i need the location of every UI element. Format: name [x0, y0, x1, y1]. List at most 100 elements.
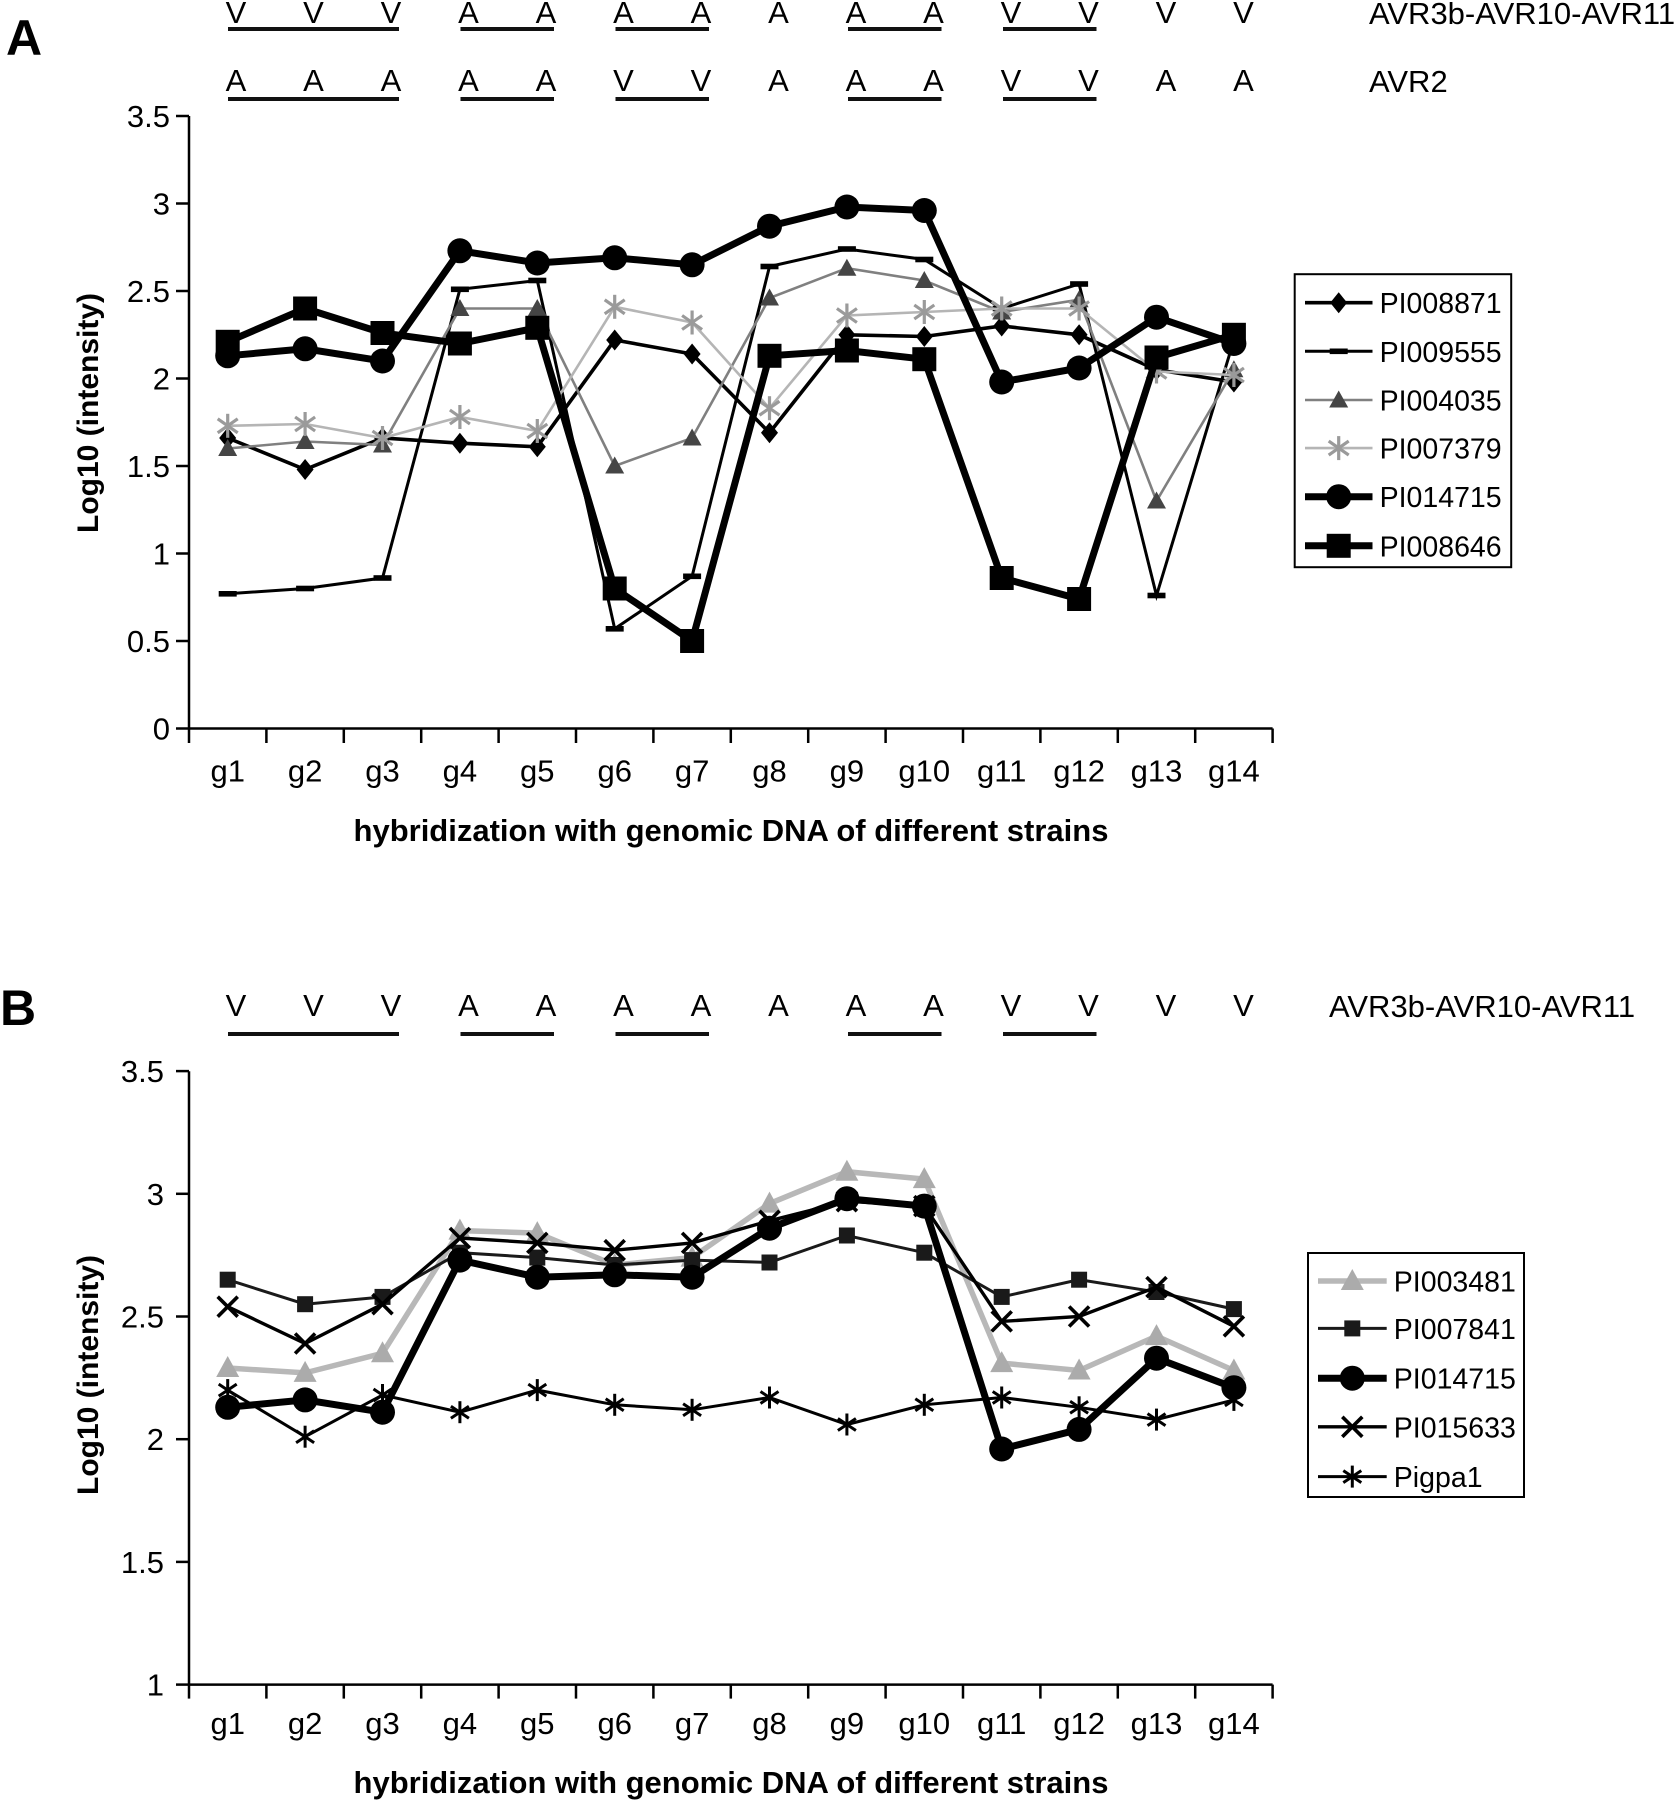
svg-text:V: V: [303, 988, 324, 1023]
svg-text:hybridization with genomic DNA: hybridization with genomic DNA of differ…: [354, 813, 1109, 848]
svg-text:AVR2: AVR2: [1369, 64, 1448, 99]
svg-text:A: A: [536, 63, 557, 98]
svg-text:A: A: [923, 988, 944, 1023]
svg-text:V: V: [1233, 988, 1254, 1023]
svg-text:2: 2: [147, 1422, 164, 1457]
svg-text:PI008646: PI008646: [1380, 531, 1502, 563]
svg-text:PI009555: PI009555: [1380, 337, 1502, 369]
svg-text:A: A: [923, 0, 944, 30]
svg-text:1.5: 1.5: [127, 449, 170, 484]
svg-text:A: A: [458, 988, 479, 1023]
svg-text:Log10 (intensity): Log10 (intensity): [72, 1255, 105, 1495]
svg-text:Log10 (intensity): Log10 (intensity): [72, 293, 105, 533]
svg-text:g6: g6: [597, 1706, 631, 1741]
svg-text:1.5: 1.5: [121, 1545, 164, 1580]
svg-text:3: 3: [147, 1177, 164, 1212]
svg-text:A: A: [613, 988, 634, 1023]
svg-text:2.5: 2.5: [127, 274, 170, 309]
svg-text:A: A: [846, 0, 867, 30]
svg-text:g2: g2: [288, 754, 322, 789]
svg-text:B: B: [0, 980, 36, 1036]
svg-text:A: A: [846, 988, 867, 1023]
svg-text:A: A: [691, 0, 712, 30]
svg-text:g5: g5: [520, 754, 554, 789]
svg-text:PI004035: PI004035: [1380, 386, 1502, 418]
svg-text:g5: g5: [520, 1706, 554, 1741]
svg-text:g2: g2: [288, 1706, 322, 1741]
svg-text:V: V: [1078, 63, 1099, 98]
svg-text:1: 1: [147, 1668, 164, 1703]
svg-text:V: V: [1156, 0, 1177, 30]
svg-text:V: V: [613, 63, 634, 98]
svg-text:3: 3: [153, 187, 170, 222]
svg-text:V: V: [1233, 0, 1254, 30]
svg-text:V: V: [691, 63, 712, 98]
svg-text:3.5: 3.5: [121, 1054, 164, 1089]
svg-text:V: V: [1156, 988, 1177, 1023]
svg-text:PI007841: PI007841: [1394, 1314, 1516, 1346]
svg-text:g14: g14: [1208, 1706, 1260, 1741]
svg-text:PI007379: PI007379: [1380, 434, 1502, 466]
svg-text:A: A: [6, 10, 42, 66]
svg-text:g10: g10: [898, 754, 950, 789]
svg-text:g3: g3: [365, 1706, 399, 1741]
svg-text:g11: g11: [977, 1706, 1026, 1741]
svg-text:g12: g12: [1053, 1706, 1105, 1741]
svg-text:3.5: 3.5: [127, 99, 170, 134]
svg-text:A: A: [536, 988, 557, 1023]
svg-text:Pigpa1: Pigpa1: [1394, 1462, 1483, 1494]
svg-text:V: V: [1001, 0, 1022, 30]
svg-text:g8: g8: [752, 1706, 786, 1741]
svg-text:g8: g8: [752, 754, 786, 789]
svg-text:g3: g3: [365, 754, 399, 789]
svg-text:g4: g4: [443, 1706, 477, 1741]
svg-text:g14: g14: [1208, 754, 1260, 789]
svg-text:0: 0: [153, 712, 170, 747]
svg-text:V: V: [226, 988, 247, 1023]
svg-text:g9: g9: [830, 1706, 864, 1741]
svg-text:V: V: [1078, 0, 1099, 30]
svg-text:2.5: 2.5: [121, 1300, 164, 1335]
svg-text:A: A: [381, 63, 402, 98]
svg-text:g11: g11: [977, 754, 1026, 789]
svg-text:g13: g13: [1131, 754, 1183, 789]
svg-text:PI008871: PI008871: [1380, 288, 1502, 320]
svg-text:A: A: [923, 63, 944, 98]
svg-text:V: V: [1078, 988, 1099, 1023]
svg-text:g4: g4: [443, 754, 477, 789]
svg-text:V: V: [381, 0, 402, 30]
svg-text:V: V: [1001, 988, 1022, 1023]
svg-text:g1: g1: [210, 754, 244, 789]
svg-text:PI003481: PI003481: [1394, 1267, 1516, 1299]
svg-text:PI014715: PI014715: [1394, 1364, 1516, 1396]
svg-text:V: V: [226, 0, 247, 30]
svg-text:A: A: [846, 63, 867, 98]
svg-text:PI014715: PI014715: [1380, 482, 1502, 514]
svg-text:A: A: [768, 0, 789, 30]
svg-text:g10: g10: [898, 1706, 950, 1741]
svg-text:A: A: [768, 63, 789, 98]
svg-text:g6: g6: [597, 754, 631, 789]
svg-text:g12: g12: [1053, 754, 1105, 789]
svg-text:V: V: [303, 0, 324, 30]
svg-text:g7: g7: [675, 1706, 709, 1741]
svg-text:A: A: [458, 0, 479, 30]
svg-text:0.5: 0.5: [127, 624, 170, 659]
svg-text:A: A: [691, 988, 712, 1023]
svg-text:g7: g7: [675, 754, 709, 789]
svg-text:g1: g1: [210, 1706, 244, 1741]
svg-text:A: A: [1233, 63, 1254, 98]
svg-text:V: V: [1001, 63, 1022, 98]
svg-text:A: A: [226, 63, 247, 98]
svg-text:g13: g13: [1131, 1706, 1183, 1741]
svg-text:AVR3b-AVR10-AVR11: AVR3b-AVR10-AVR11: [1329, 989, 1635, 1024]
svg-text:A: A: [613, 0, 634, 30]
svg-text:A: A: [458, 63, 479, 98]
svg-text:A: A: [536, 0, 557, 30]
svg-text:A: A: [303, 63, 324, 98]
svg-text:A: A: [1156, 63, 1177, 98]
svg-text:2: 2: [153, 362, 170, 397]
svg-text:PI015633: PI015633: [1394, 1412, 1516, 1444]
svg-text:g9: g9: [830, 754, 864, 789]
svg-text:A: A: [768, 988, 789, 1023]
